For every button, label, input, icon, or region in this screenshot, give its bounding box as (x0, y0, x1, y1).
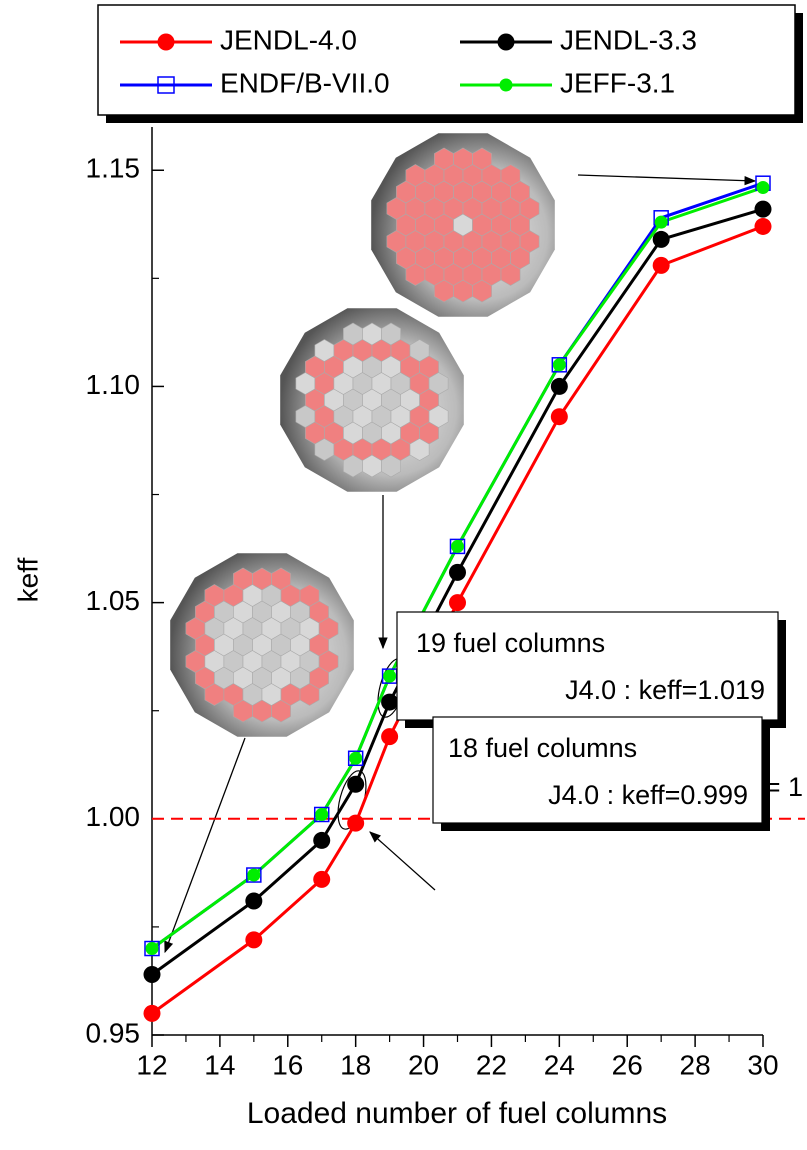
marker (755, 201, 772, 218)
marker (451, 540, 464, 553)
marker (349, 752, 362, 765)
annotation-text: 19 fuel columns (416, 628, 605, 658)
x-tick-label: 28 (680, 1049, 711, 1080)
arrow (578, 175, 755, 181)
marker (551, 408, 568, 425)
marker (653, 231, 670, 248)
y-tick-label: 1.10 (86, 369, 141, 400)
marker (381, 694, 398, 711)
y-tick-label: 1.05 (86, 585, 141, 616)
y-tick-label: 1.00 (86, 801, 141, 832)
y-axis-label: keff (12, 557, 43, 602)
legend-box (98, 5, 795, 115)
x-tick-label: 24 (544, 1049, 575, 1080)
legend-label: JEFF-3.1 (560, 67, 675, 98)
chart: 0.95 1.00 1.05 1.10 1.15 12 14 16 18 20 22 24 26 28 30… (0, 0, 807, 1145)
annotation-text: J4.0 : keff=1.019 (565, 675, 765, 705)
marker (383, 670, 396, 683)
x-tick-label: 14 (204, 1049, 235, 1080)
x-axis-label: Loaded number of fuel columns (247, 1097, 667, 1130)
marker (144, 1005, 161, 1022)
x-tick-label: 26 (612, 1049, 643, 1080)
marker (144, 966, 161, 983)
annotation-text: J4.0 : keff=0.999 (548, 780, 748, 810)
marker (347, 776, 364, 793)
legend-label: JENDL-3.3 (560, 24, 697, 55)
marker (498, 34, 515, 51)
marker (655, 216, 668, 229)
legend-label: JENDL-4.0 (220, 24, 357, 55)
marker (653, 257, 670, 274)
marker (313, 832, 330, 849)
marker (449, 564, 466, 581)
x-tick-label: 22 (476, 1049, 507, 1080)
x-tick-label: 30 (747, 1049, 778, 1080)
marker (381, 728, 398, 745)
marker (347, 815, 364, 832)
y-tick-label: 0.95 (86, 1017, 141, 1048)
marker (247, 869, 260, 882)
marker (146, 942, 159, 955)
marker (313, 871, 330, 888)
marker (755, 218, 772, 235)
marker (553, 358, 566, 371)
marker (245, 931, 262, 948)
legend-label: ENDF/B-VII.0 (220, 67, 390, 98)
marker (500, 79, 513, 92)
marker (158, 77, 174, 93)
marker (158, 34, 175, 51)
marker (449, 594, 466, 611)
x-tick-label: 12 (136, 1049, 167, 1080)
x-tick-label: 16 (272, 1049, 303, 1080)
legend: JENDL-4.0 JENDL-3.3 ENDF/B-VII.0 JEFF-3.1 (98, 5, 803, 123)
arrow (165, 738, 245, 952)
marker (757, 181, 770, 194)
annotation-boxes: 19 fuel columns J4.0 : keff=1.019 18 fue… (397, 612, 786, 831)
x-tick-label: 18 (340, 1049, 371, 1080)
annotation-text: 18 fuel columns (448, 733, 637, 763)
y-tick-label: 1.15 (86, 153, 141, 184)
marker (551, 378, 568, 395)
arrow (370, 832, 435, 890)
marker (245, 892, 262, 909)
x-tick-label: 20 (408, 1049, 439, 1080)
marker (315, 808, 328, 821)
